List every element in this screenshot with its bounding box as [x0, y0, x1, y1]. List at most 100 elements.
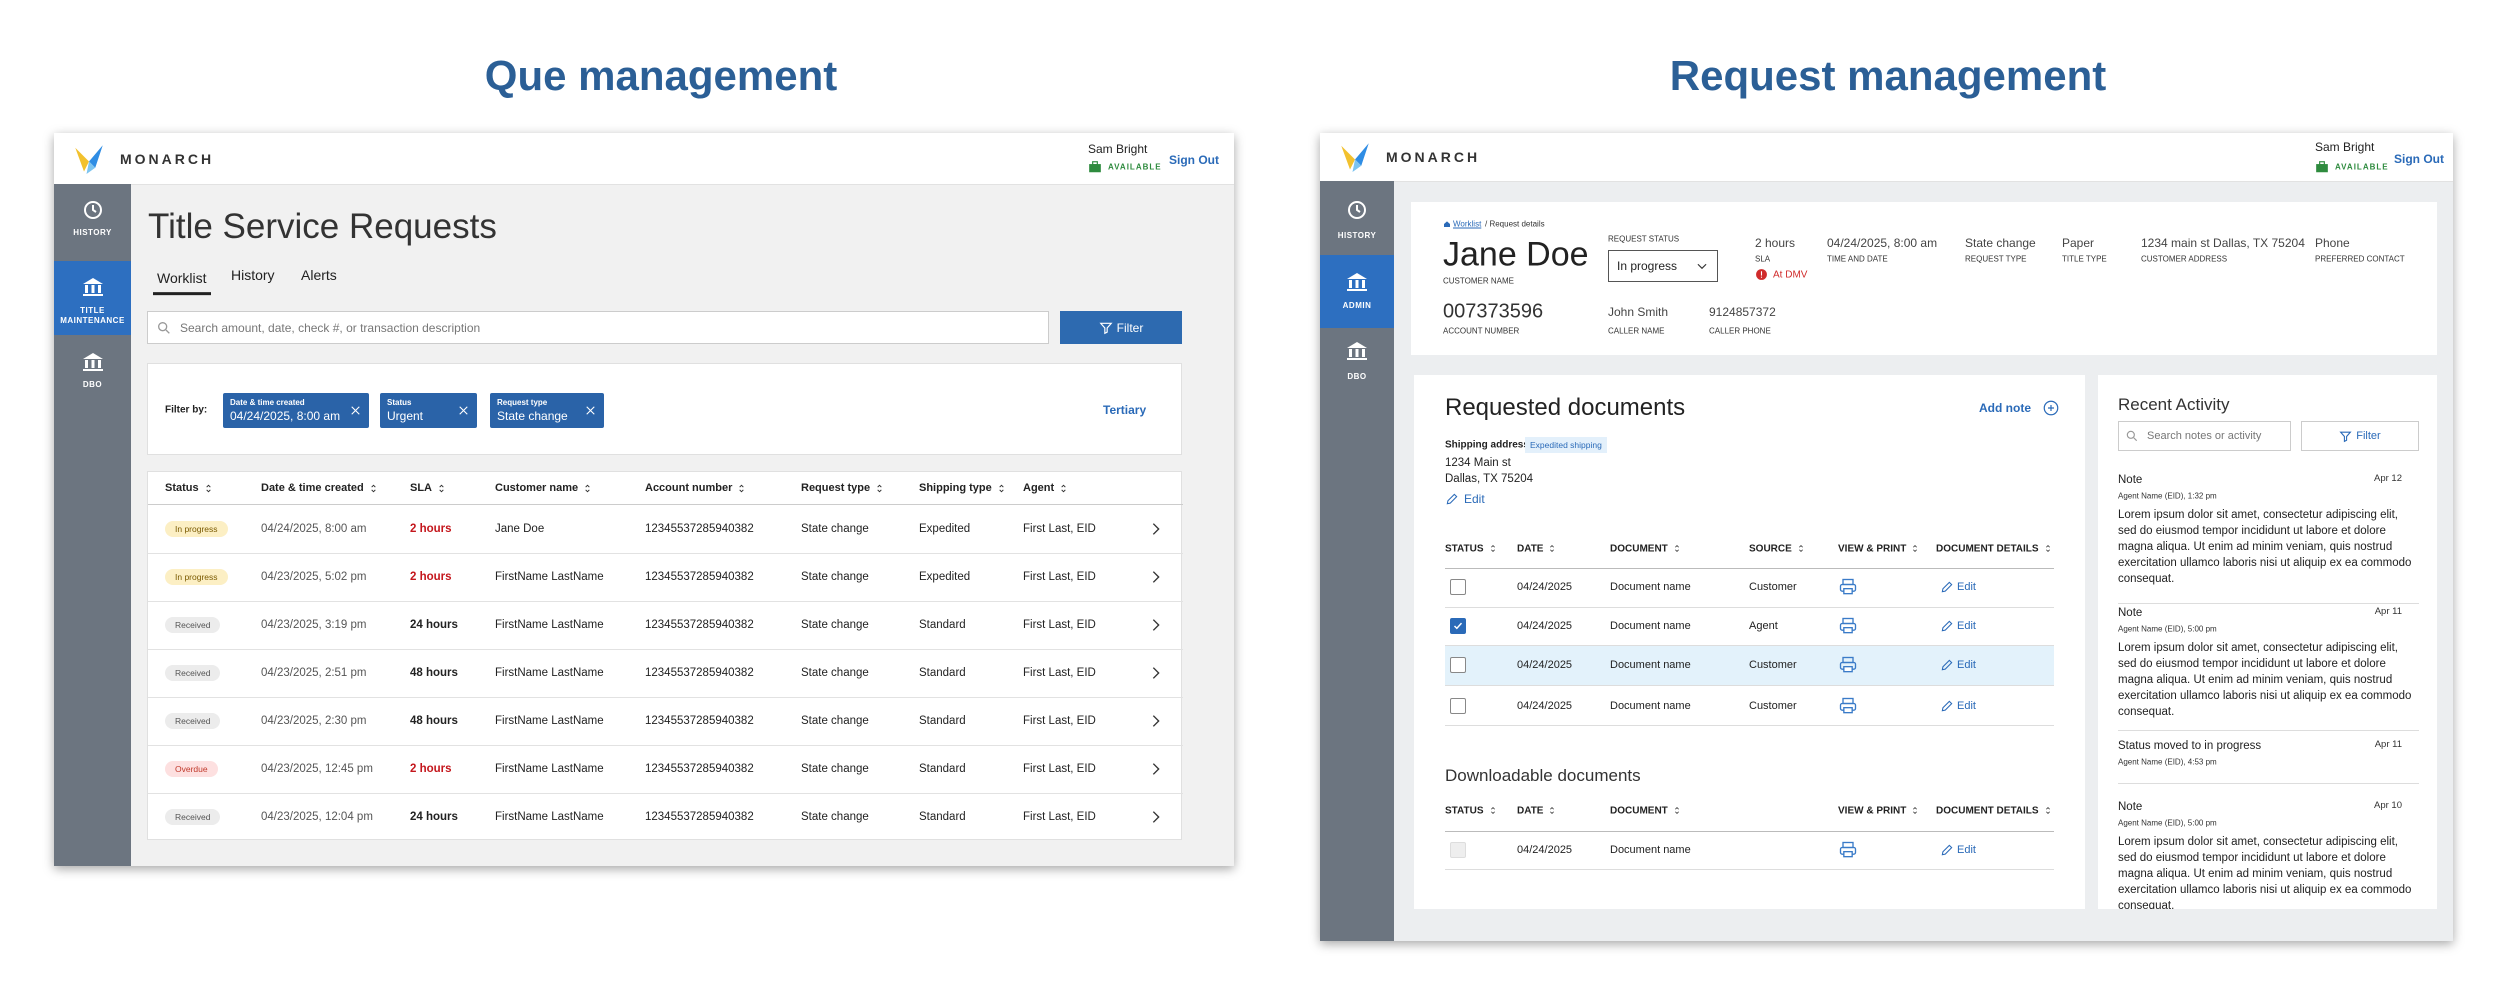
cell: 04/23/2025, 2:51 pm: [261, 667, 367, 679]
edit-link[interactable]: Edit: [1957, 844, 1976, 856]
row-divider: [1445, 607, 2054, 608]
nav-item[interactable]: ADMIN: [1320, 255, 1394, 328]
column-header[interactable]: SLA: [410, 482, 447, 494]
nav-icon-part: [1348, 201, 1366, 219]
section-heading: Downloadable documents: [1445, 766, 1641, 785]
available-icon-part: [2319, 161, 2325, 166]
sort-icon-part: [1674, 807, 1679, 815]
tertiary-link[interactable]: Tertiary: [1103, 403, 1147, 417]
edit-link[interactable]: Edit: [1464, 492, 1485, 506]
breadcrumb-link[interactable]: Worklist: [1453, 219, 1482, 229]
cell: Customer: [1749, 700, 1797, 712]
available-icon-part: [1092, 161, 1098, 166]
sla: 48 hours: [410, 715, 458, 727]
row-chevron-part: [1152, 523, 1160, 535]
nav-item[interactable]: DBO: [1320, 333, 1394, 393]
activity-divider: [2118, 603, 2419, 604]
tab[interactable]: History: [231, 267, 275, 283]
activity-meta: Agent Name (EID), 5:00 pm: [2118, 624, 2217, 634]
status-pill: Overdue: [165, 761, 218, 777]
column-header[interactable]: Status: [165, 482, 214, 494]
print-icon-part: [1843, 851, 1853, 858]
sign-out[interactable]: Sign Out: [2394, 152, 2444, 166]
section-title: Que management: [484, 52, 838, 99]
tab[interactable]: Worklist: [153, 264, 211, 296]
nav-item[interactable]: DBO: [54, 344, 131, 404]
search-box[interactable]: Search amount, date, check #, or transac…: [147, 311, 1049, 344]
row-chevron-part: [1152, 619, 1160, 631]
row-chevron: [1152, 571, 1160, 583]
sort-icon: [1490, 545, 1495, 553]
cell: First Last, EID: [1023, 571, 1096, 583]
nav-icon-part: [91, 360, 94, 368]
column-header[interactable]: DOCUMENT: [1610, 544, 1682, 555]
print-icon: [1839, 578, 1857, 595]
cell: Document name: [1610, 620, 1691, 632]
address-line: Dallas, TX 75204: [1445, 473, 1534, 485]
column-header[interactable]: DOCUMENT DETAILS: [1936, 806, 2053, 817]
filter-chip[interactable]: Status Urgent: [380, 393, 477, 428]
nav-item[interactable]: HISTORY: [1320, 181, 1394, 251]
edit-link[interactable]: Edit: [1957, 659, 1976, 671]
column-header[interactable]: VIEW & PRINT: [1838, 806, 1920, 817]
column-header[interactable]: Date & time created: [261, 482, 379, 494]
column-header[interactable]: STATUS: [1445, 544, 1498, 555]
cell: 04/24/2025: [1517, 659, 1573, 671]
app-header: MONARCH Sam Bright AVAILABLE Sign Out: [1320, 133, 2453, 182]
column-header[interactable]: DOCUMENT: [1610, 806, 1682, 817]
filter-button[interactable]: Filter: [1060, 311, 1182, 344]
activity-search[interactable]: Search notes or activity: [2118, 421, 2291, 451]
sign-out[interactable]: Sign Out: [1169, 153, 1219, 167]
print-icon-part: [1842, 617, 1854, 625]
activity-filter[interactable]: Filter: [2301, 421, 2419, 451]
column-header[interactable]: DATE: [1517, 806, 1557, 817]
sla: 2 hours: [410, 763, 452, 775]
filter-chip[interactable]: Request type State change: [490, 393, 604, 428]
nav-item[interactable]: TITLE MAINTENANCE: [54, 261, 131, 335]
edit-icon: [1941, 620, 1953, 632]
cell: 12345537285940382: [645, 715, 754, 727]
checkbox[interactable]: [1450, 618, 1466, 634]
checkbox[interactable]: [1450, 698, 1466, 714]
activity-card: Recent Activity Search notes or activity F…: [2098, 375, 2437, 909]
cell: 12345537285940382: [645, 523, 754, 535]
sort-icon-part: [1913, 545, 1918, 553]
column-header[interactable]: DATE: [1517, 544, 1557, 555]
user-name: Sam Bright: [2315, 140, 2375, 154]
column-header[interactable]: DOCUMENT DETAILS: [1936, 544, 2053, 555]
column-header[interactable]: VIEW & PRINT: [1838, 544, 1920, 555]
status-pill: Received: [165, 617, 221, 633]
edit-link[interactable]: Edit: [1957, 620, 1976, 632]
column-header[interactable]: STATUS: [1445, 806, 1498, 817]
search-placeholder: Search amount, date, check #, or transac…: [180, 321, 481, 335]
status-select[interactable]: In progress: [1608, 250, 1718, 282]
column-header[interactable]: Customer name: [495, 482, 593, 494]
chip-label: Date & time created: [230, 398, 305, 407]
print-icon-part: [1843, 707, 1853, 714]
column-header[interactable]: Agent: [1023, 482, 1069, 494]
column-header[interactable]: SOURCE: [1749, 544, 1806, 555]
checkbox[interactable]: [1450, 657, 1466, 673]
field-value: 2 hours: [1755, 236, 1796, 250]
column-header[interactable]: Request type: [801, 482, 885, 494]
nav-label: DBO: [82, 380, 103, 389]
edit-link[interactable]: Edit: [1957, 581, 1976, 593]
edit-link[interactable]: Edit: [1957, 700, 1976, 712]
activity-title: Note: [2118, 801, 2143, 813]
brand: MONARCH: [1386, 149, 1481, 165]
tab[interactable]: Alerts: [301, 267, 337, 283]
sla: 2 hours: [410, 571, 452, 583]
column-header[interactable]: Shipping type: [919, 482, 1007, 494]
brand: MONARCH: [120, 150, 215, 167]
column-header[interactable]: Account number: [645, 482, 747, 494]
sla: 48 hours: [410, 667, 458, 679]
nav-item[interactable]: HISTORY: [54, 184, 131, 256]
filter-chip[interactable]: Date & time created 04/24/2025, 8:00 am: [223, 393, 369, 428]
chip-close-part: [351, 406, 360, 415]
sort-icon: [2045, 807, 2050, 815]
field-value: 9124857372: [1709, 305, 1776, 319]
sort-icon: [1550, 545, 1555, 553]
checkbox[interactable]: [1450, 579, 1466, 595]
cell: Customer: [1749, 659, 1797, 671]
add-note[interactable]: Add note: [1979, 401, 2031, 415]
